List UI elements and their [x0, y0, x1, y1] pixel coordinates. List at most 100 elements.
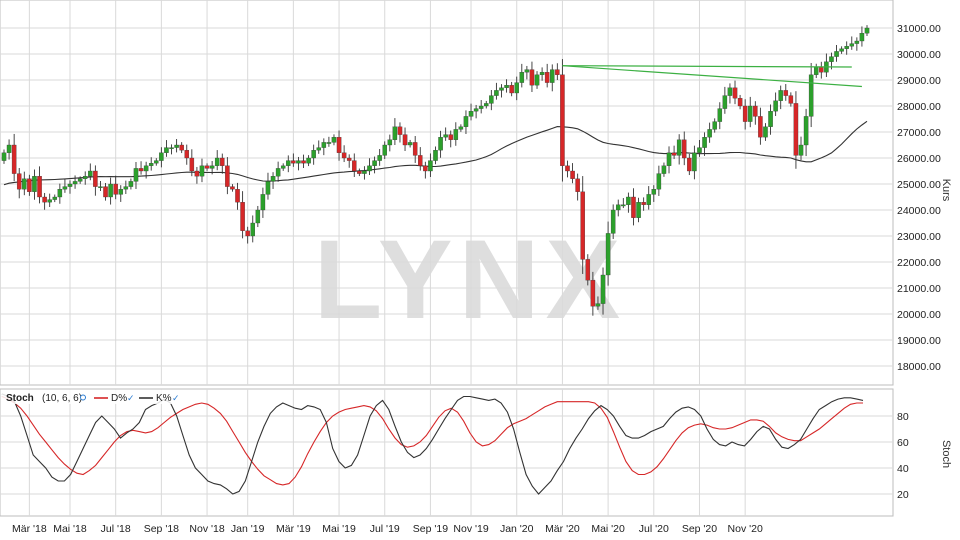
candle-body: [737, 98, 743, 107]
candle: [565, 160, 570, 178]
candle-body: [88, 170, 93, 177]
candle-body: [225, 165, 230, 187]
candle: [839, 46, 844, 54]
candle-body: [98, 186, 103, 188]
candle: [758, 107, 763, 145]
candle-body: [52, 196, 58, 200]
candle: [616, 199, 621, 217]
candle-body: [260, 194, 266, 211]
candle: [438, 130, 443, 158]
candle-body: [204, 165, 210, 169]
candle-body: [448, 134, 453, 140]
candle: [707, 122, 712, 143]
candle-body: [555, 69, 560, 75]
candle-body: [220, 157, 225, 166]
candle: [220, 153, 225, 174]
candle-body: [742, 105, 748, 122]
candle-body: [717, 108, 723, 122]
candle-body: [484, 103, 489, 107]
candle: [88, 163, 93, 181]
candle: [463, 110, 469, 134]
time-tick-label: Mai '18: [53, 523, 87, 535]
time-tick-label: Mär '20: [545, 523, 580, 535]
candle-body: [6, 144, 12, 153]
time-tick-label: Mär '18: [12, 523, 47, 535]
candle-body: [397, 126, 403, 135]
candle-body: [123, 186, 129, 190]
candle-body: [829, 56, 834, 62]
price-tick-label: 26000.00: [897, 153, 941, 165]
candle-body: [560, 74, 565, 166]
candle-body: [148, 163, 154, 166]
candle-body: [494, 90, 499, 96]
candle: [194, 166, 200, 184]
time-tick-label: Nov '19: [453, 523, 488, 535]
candle: [22, 171, 27, 196]
candle: [174, 139, 179, 153]
candle: [103, 182, 108, 201]
candle: [666, 146, 672, 174]
candle: [443, 127, 448, 141]
candle: [529, 61, 535, 92]
stoch-lines: [1, 393, 864, 495]
candle: [27, 174, 32, 196]
candle: [270, 172, 276, 189]
candle-body: [103, 186, 108, 198]
time-tick-label: Sep '18: [144, 523, 179, 535]
legend-d-check: ✓: [127, 393, 135, 403]
time-tick-label: Jan '20: [500, 523, 534, 535]
legend-d-label: D%: [111, 393, 127, 404]
price-tick-label: 24000.00: [897, 205, 941, 217]
price-tick-label: 19000.00: [897, 335, 941, 347]
candle: [595, 296, 601, 310]
stoch-axis: 20 40 60 80: [897, 411, 909, 501]
price-tick-label: 22000.00: [897, 257, 941, 269]
candle-body: [372, 160, 377, 166]
price-tick-label: 23000.00: [897, 231, 941, 243]
candle-body: [184, 150, 190, 159]
candle: [717, 102, 723, 130]
candle: [407, 139, 413, 148]
candle: [499, 84, 504, 98]
candle-body: [392, 126, 398, 140]
candle: [62, 179, 68, 193]
candle-body: [37, 176, 42, 198]
candle-body: [443, 134, 448, 138]
candle-body: [189, 157, 195, 172]
candle-body: [783, 90, 789, 96]
candle-body: [803, 116, 809, 146]
candle: [428, 153, 433, 177]
candle: [204, 163, 210, 171]
candle: [255, 205, 261, 228]
candle-body: [722, 95, 728, 109]
candle-body: [605, 233, 611, 276]
candle: [671, 145, 677, 160]
candle-body: [529, 69, 535, 86]
candle-body: [118, 189, 124, 195]
candle: [412, 136, 418, 163]
candle: [260, 187, 266, 218]
time-tick-label: Mai '20: [591, 523, 625, 535]
candle-body: [291, 160, 296, 164]
candle-body: [306, 157, 311, 164]
candle-body: [539, 72, 545, 75]
candle: [468, 103, 474, 121]
candle-body: [839, 48, 844, 52]
candle: [448, 130, 453, 148]
candle-body: [113, 183, 118, 195]
candle: [82, 171, 88, 185]
candle-body: [341, 152, 347, 159]
candle: [458, 124, 464, 132]
candle-body: [352, 160, 357, 172]
candle-body: [174, 144, 179, 148]
candle: [154, 158, 159, 166]
stoch-tick-label: 40: [897, 463, 909, 475]
price-tick-label: 18000.00: [897, 361, 941, 373]
candle-body: [656, 173, 662, 190]
candle: [138, 161, 144, 175]
candle-body: [235, 189, 240, 203]
candle-body: [565, 165, 570, 172]
candle-body: [534, 74, 540, 86]
candle-body: [22, 178, 27, 190]
candle-body: [16, 173, 22, 190]
